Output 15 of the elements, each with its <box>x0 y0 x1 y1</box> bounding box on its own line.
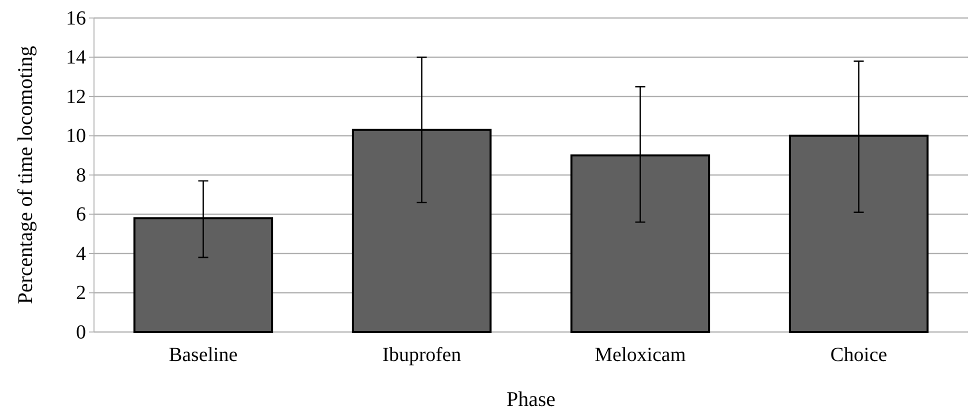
y-tick-label: 8 <box>76 164 86 186</box>
x-tick-label: Meloxicam <box>594 344 686 366</box>
y-tick-label: 14 <box>66 46 86 69</box>
y-tick-label: 0 <box>76 321 86 344</box>
y-tick-label: 4 <box>76 242 86 265</box>
y-tick-label: 16 <box>66 7 86 30</box>
y-tick-label: 12 <box>66 86 86 108</box>
y-tick-label: 10 <box>66 125 86 148</box>
y-tick-label: 2 <box>76 282 86 304</box>
x-tick-label: Ibuprofen <box>382 344 462 366</box>
x-axis-title: Phase <box>506 387 556 411</box>
x-tick-label: Baseline <box>168 344 238 366</box>
y-axis-title: Percentage of time locomoting <box>13 45 37 304</box>
x-tick-label: Choice <box>830 344 888 366</box>
y-tick-label: 6 <box>76 204 86 226</box>
